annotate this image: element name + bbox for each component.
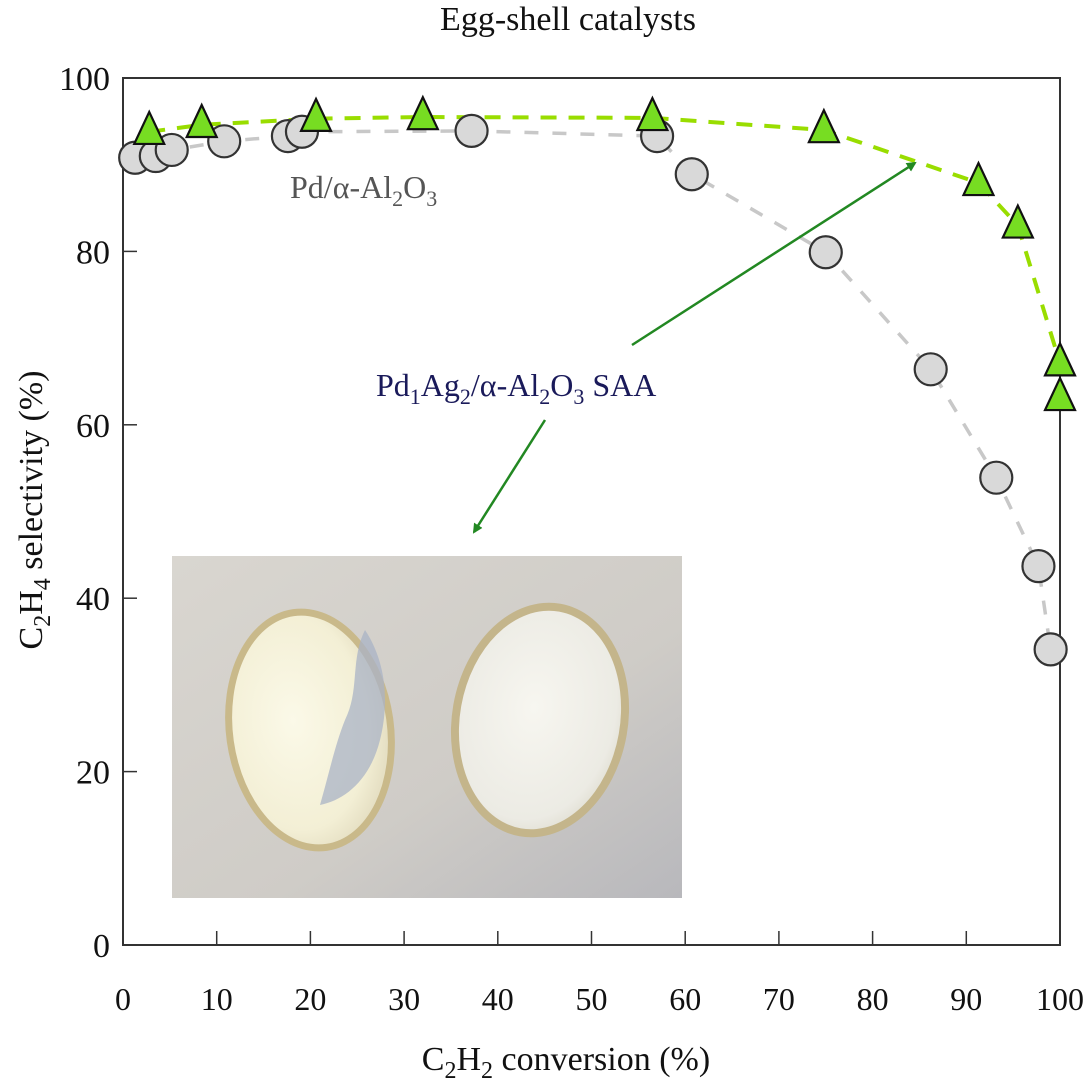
- series-lines: [135, 114, 1062, 650]
- x-tick-label: 50: [576, 981, 608, 1017]
- x-tick-label: 100: [1036, 981, 1084, 1017]
- saa-data-point: [406, 94, 440, 131]
- y-tick-label: 40: [76, 581, 110, 618]
- x-tick-label: 40: [482, 981, 514, 1017]
- saa-data-point: [1043, 375, 1077, 412]
- saa-data-point: [184, 102, 219, 139]
- pd-data-point: [454, 113, 489, 148]
- x-tick-label: 80: [857, 981, 889, 1017]
- pd-data-point: [979, 460, 1014, 495]
- inset-photo: [172, 556, 682, 898]
- pd-data-point: [913, 352, 948, 387]
- x-tick-label: 10: [201, 981, 233, 1017]
- pd-data-point: [808, 235, 843, 270]
- pd-data-point: [674, 157, 709, 192]
- y-tick-label: 20: [76, 755, 110, 792]
- x-tick-label: 20: [294, 981, 326, 1017]
- series-line-pd: [135, 129, 1053, 650]
- x-tick-label: 90: [950, 981, 982, 1017]
- x-tick-label: 0: [115, 981, 131, 1017]
- x-tick-label: 60: [669, 981, 701, 1017]
- y-tick-label: 100: [59, 61, 110, 98]
- x-axis-label: C2H2 conversion (%): [422, 1041, 710, 1084]
- x-tick-labels: 0 10 20 30 40 50 60 70 80 90 100: [115, 981, 1084, 1017]
- pd-data-point: [207, 124, 242, 159]
- saa-data-point: [299, 96, 333, 133]
- y-tick-label: 80: [76, 234, 110, 271]
- pd-series-label: Pd/α-Al2O3: [290, 169, 437, 211]
- pd-data-point: [1021, 549, 1056, 584]
- pd-data-point: [1033, 632, 1068, 667]
- x-tick-label: 70: [763, 981, 795, 1017]
- chart-title: Egg-shell catalysts: [440, 1, 696, 38]
- arrow-to-photo: [472, 419, 547, 534]
- series-points: [118, 94, 1077, 667]
- arrow-to-saa-curve: [631, 161, 917, 347]
- y-axis-label: C2H4 selectivity (%): [13, 371, 56, 650]
- y-tick-label: 60: [76, 408, 110, 445]
- x-tick-label: 30: [388, 981, 420, 1017]
- y-tick-labels: 0 20 40 60 80 100: [59, 61, 110, 965]
- series-line-saa: [148, 114, 1062, 398]
- saa-series-label: Pd1Ag2/α-Al2O3 SAA: [376, 367, 656, 409]
- saa-data-point: [1001, 202, 1035, 239]
- saa-data-point: [1043, 340, 1077, 377]
- saa-data-point: [132, 109, 166, 146]
- saa-data-point: [961, 160, 996, 197]
- saa-data-point: [807, 107, 841, 144]
- axis-ticks: [122, 77, 1061, 946]
- saa-data-point: [635, 95, 670, 132]
- y-tick-label: 0: [93, 928, 110, 965]
